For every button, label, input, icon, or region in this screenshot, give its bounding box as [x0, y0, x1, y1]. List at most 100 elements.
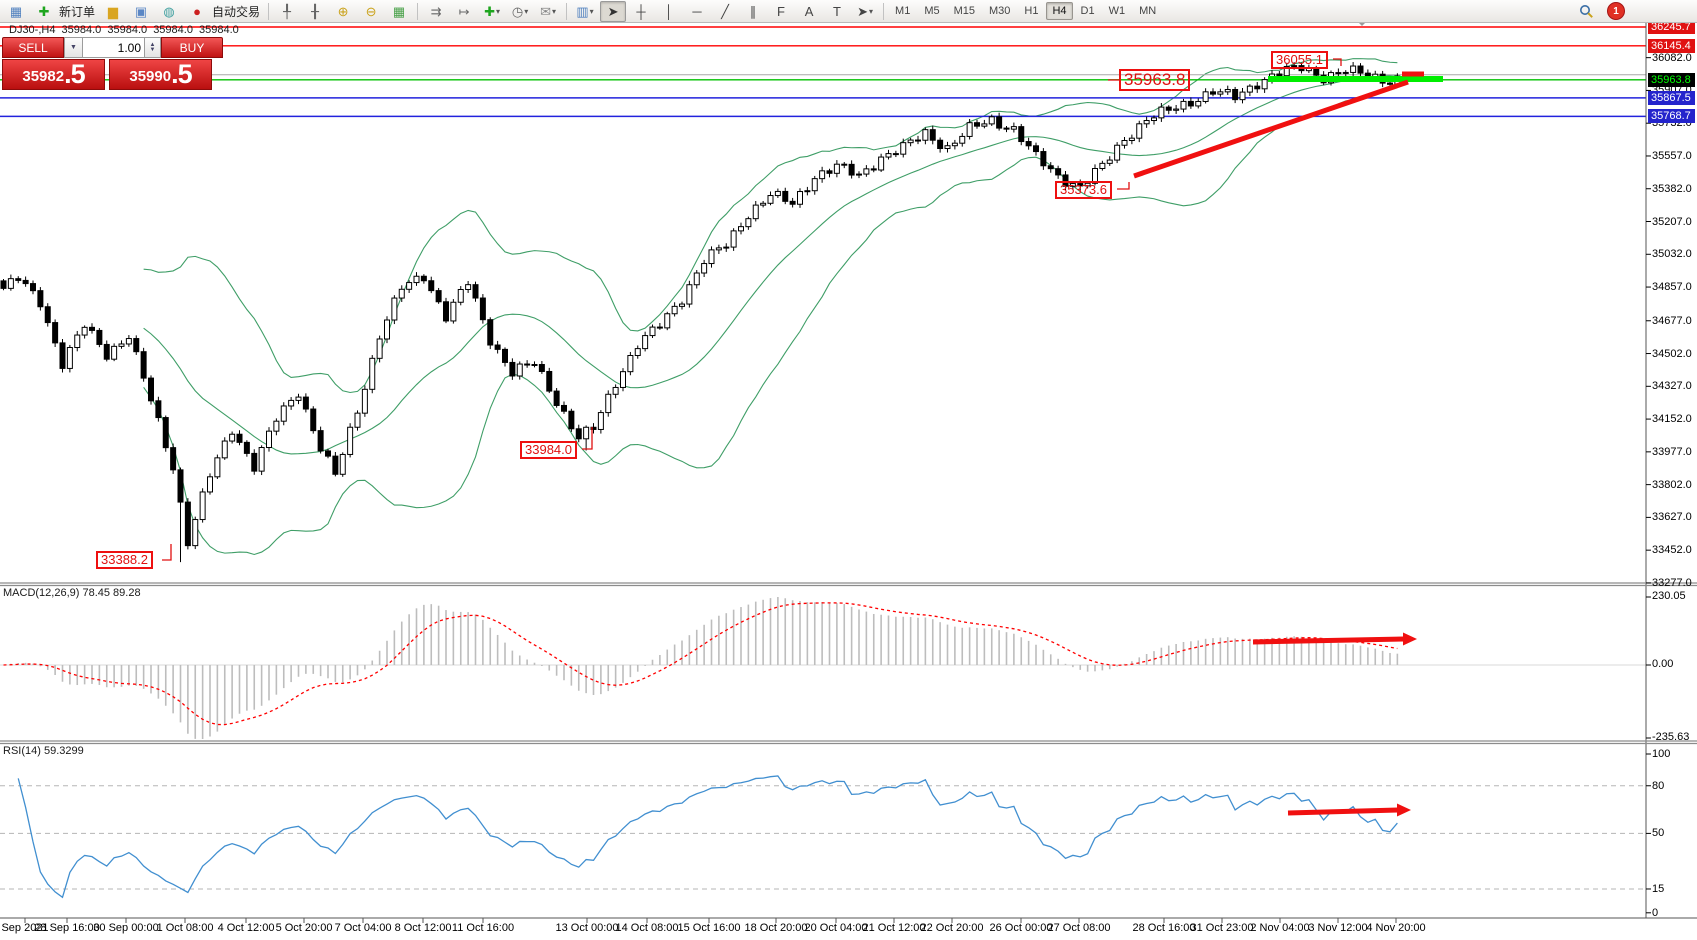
price-tick-label: 35207.0 [1652, 215, 1692, 228]
time-axis-label: 21 Oct 12:00 [862, 922, 926, 934]
volume-input[interactable] [83, 37, 145, 58]
annotation-label[interactable]: 35963.8 [1119, 69, 1191, 91]
annotation-label[interactable]: 33388.2 [96, 551, 153, 569]
annotation-label[interactable]: 33984.0 [520, 441, 577, 459]
news-notification-icon[interactable]: 1 [1607, 2, 1625, 20]
new-order-label[interactable]: 新订单 [59, 4, 96, 19]
price-axis-label: 35963.8 [1648, 73, 1695, 87]
sell-button[interactable]: SELL [2, 37, 64, 58]
signal-icon[interactable]: ◍ [163, 3, 175, 19]
rsi-label: RSI(14) 59.3299 [3, 745, 84, 757]
autotrading-label[interactable]: 自动交易 [212, 4, 261, 19]
time-axis-label: 15 Oct 16:00 [677, 922, 741, 934]
price-tick-label: 35557.0 [1652, 149, 1692, 162]
time-axis-label: 7 Oct 04:00 [334, 922, 392, 934]
crosshair-icon[interactable]: ┼ [636, 3, 646, 19]
price-tick-label: 35382.0 [1652, 182, 1692, 195]
macd-axis-label: 0.00 [1652, 658, 1674, 670]
time-axis-label: 22 Oct 20:00 [920, 922, 984, 934]
one-click-trade-panel: SELL ▼ ▲▼ BUY 35982 .5 35990 .5 [2, 37, 224, 90]
trendline-icon[interactable]: ╱ [721, 3, 729, 19]
timeframe-button-m1[interactable]: M1 [895, 5, 911, 17]
time-axis-label: 18 Oct 20:00 [744, 922, 808, 934]
toolbar: ▦ ✚ 新订单 ▆ ▣ ◍ ● 自动交易 ╀ ╂ ⊕ ⊖ ▦ ⇉ ↦ ✚ ▾ ◷ ▾ ✉ ▾ ▥ ▾ ➤ ┼ │ ─ ╱ ∥ F A T ➤ ▾ M… [0, 0, 1697, 23]
add-indicator-icon[interactable]: ✚ ▾ [484, 3, 500, 19]
price-axis-label: 35867.5 [1648, 91, 1695, 105]
toolbar-right: 1 [1572, 1, 1695, 22]
timeframe-button-h1[interactable]: H1 [1024, 5, 1039, 17]
time-axis-label: 28 Oct 16:00 [1132, 922, 1196, 934]
vertical-line-icon[interactable]: │ [664, 3, 674, 19]
time-axis-label: 1 Oct 08:00 [156, 922, 214, 934]
search-icon[interactable] [1573, 1, 1599, 22]
zoom-out-icon[interactable]: ⊖ [365, 3, 377, 19]
tile-windows-icon[interactable]: ▦ [392, 3, 406, 19]
horizontal-line-icon[interactable]: ─ [692, 3, 702, 19]
period-window-icon[interactable]: ╂ [311, 3, 319, 19]
annotation-label[interactable]: 36055.1 [1271, 51, 1328, 69]
ohlc-low: 35984.0 [153, 24, 193, 36]
price-tick-label: 33977.0 [1652, 445, 1692, 458]
time-axis-label: 3 Nov 12:00 [1308, 922, 1368, 934]
timeframe-button-m30[interactable]: M30 [989, 5, 1011, 17]
rsi-axis-label: 0 [1652, 906, 1659, 919]
timeframe-button-h4[interactable]: H4 [1046, 2, 1073, 20]
auto-scroll-icon[interactable]: ⇉ [430, 3, 442, 19]
price-tick-label: 34327.0 [1652, 380, 1692, 393]
sell-price-display[interactable]: 35982 .5 [2, 59, 105, 90]
rsi-axis-label: 80 [1652, 779, 1665, 792]
text-label-icon[interactable]: T [833, 3, 841, 19]
cursor-icon[interactable]: ➤ [600, 0, 627, 22]
volume-stepper[interactable]: ▲ ▼ [145, 37, 161, 58]
arrows-icon[interactable]: ➤ ▾ [857, 3, 873, 19]
time-axis-label: 5 Oct 20:00 [275, 922, 333, 934]
period-selector-icon[interactable]: ◷ ▾ [511, 3, 529, 19]
charts-window-icon[interactable]: ▦ [9, 3, 23, 19]
time-axis-label: 2 Nov 04:00 [1250, 922, 1310, 934]
time-axis-label: 8 Oct 12:00 [394, 922, 452, 934]
gold-bars-icon[interactable]: ▆ [108, 3, 119, 19]
price-tick-label: 34677.0 [1652, 314, 1692, 327]
channel-icon[interactable]: ∥ [749, 3, 757, 19]
timeframe-button-d1[interactable]: D1 [1080, 5, 1095, 17]
screens-icon[interactable]: ▣ [134, 3, 148, 19]
mail-icon[interactable]: ✉ ▾ [540, 3, 556, 19]
time-axis-label: 11 Oct 16:00 [451, 922, 515, 934]
buy-price-int: 35990 [129, 68, 172, 85]
text-icon[interactable]: A [804, 3, 814, 19]
time-axis-label: 31 Oct 23:00 [1190, 922, 1254, 934]
price-tick-label: 33802.0 [1652, 478, 1692, 491]
time-axis-label: 30 Sep 00:00 [93, 922, 159, 934]
timeframe-button-mn[interactable]: MN [1139, 5, 1157, 17]
annotation-label[interactable]: 35373.6 [1055, 181, 1112, 199]
time-axis-label: Sep 2021 [1, 922, 49, 934]
price-tick-label: 33627.0 [1652, 511, 1692, 524]
time-axis-label: 20 Oct 04:00 [804, 922, 868, 934]
ohlc-close: 35984.0 [199, 24, 239, 36]
autotrading-icon[interactable]: ● [193, 3, 201, 19]
new-order-icon[interactable]: ✚ [38, 3, 50, 19]
sell-price-frac: .5 [64, 59, 86, 89]
timeframe-button-m5[interactable]: M5 [924, 5, 940, 17]
chart-shift-icon[interactable]: ↦ [458, 3, 470, 19]
price-axis-label: 36245.7 [1648, 20, 1695, 34]
price-tick-label: 33452.0 [1652, 544, 1692, 557]
fibonacci-icon[interactable]: F [777, 3, 785, 19]
price-axis-label: 35768.7 [1648, 109, 1695, 123]
chart-type-icon[interactable]: ▥ ▾ [576, 3, 594, 19]
crosshair-window-icon[interactable]: ╀ [283, 3, 291, 19]
time-axis-label: 13 Oct 00:00 [555, 922, 619, 934]
price-tick-label: 35032.0 [1652, 248, 1692, 261]
sell-price-int: 35982 [22, 68, 65, 85]
zoom-in-icon[interactable]: ⊕ [337, 3, 349, 19]
buy-button[interactable]: BUY [161, 37, 223, 58]
ohlc-high: 35984.0 [107, 24, 148, 36]
timeframe-button-m15[interactable]: M15 [953, 5, 975, 17]
timeframe-button-w1[interactable]: W1 [1108, 5, 1126, 17]
toolbar-main: ▦ ✚ 新订单 ▆ ▣ ◍ ● 自动交易 ╀ ╂ ⊕ ⊖ ▦ ⇉ ↦ ✚ ▾ ◷ ▾ ✉ ▾ ▥ ▾ ➤ ┼ │ ─ ╱ ∥ F A T ➤ ▾ M… [2, 0, 1163, 22]
toolbar-separator [566, 2, 568, 20]
trade-options-dropdown[interactable]: ▼ [64, 37, 83, 58]
time-axis-label: 28 Sep 16:00 [34, 922, 100, 934]
buy-price-display[interactable]: 35990 .5 [109, 59, 212, 90]
